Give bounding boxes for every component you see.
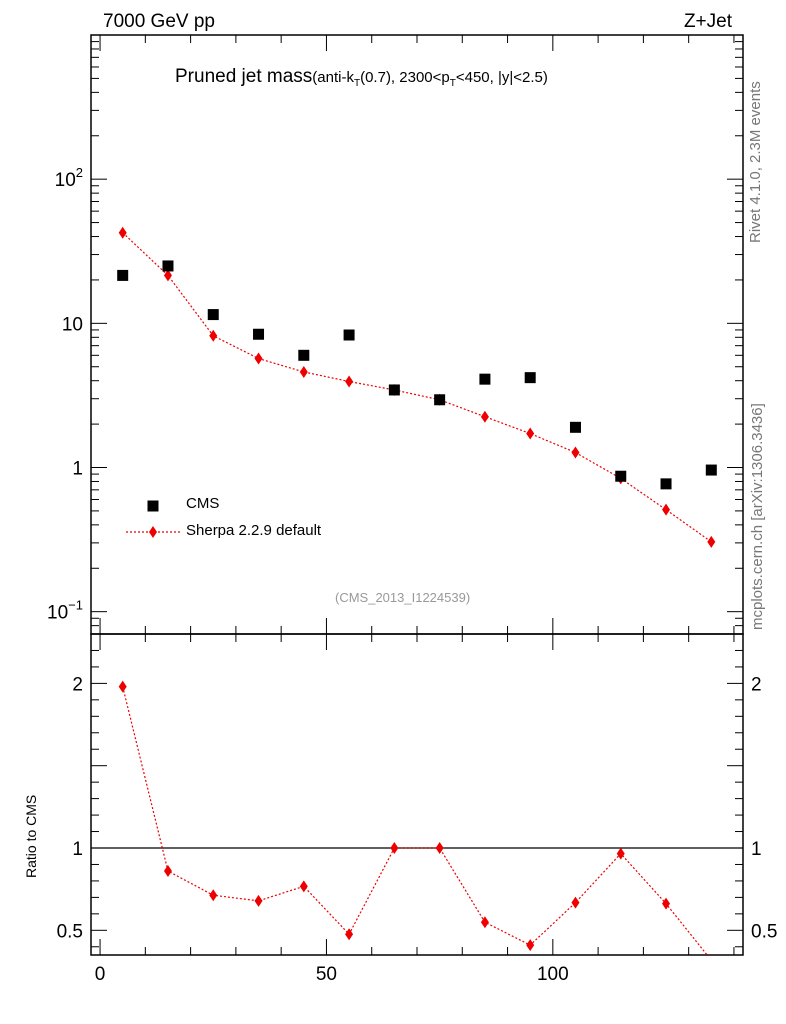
ratio-sherpa-point [163, 865, 172, 878]
legend-marks [126, 500, 180, 538]
main-ytick-label: 10 [62, 314, 83, 335]
legend-label-sherpa: Sherpa 2.2.9 default [186, 522, 322, 539]
main-sherpa-point [345, 375, 354, 388]
ratio-series-group [118, 680, 708, 955]
main-cms-point [660, 478, 672, 490]
main-sherpa-point [209, 329, 218, 342]
chart-title: Pruned jet mass(anti-kT(0.7), 2300<pT<45… [175, 66, 548, 89]
main-sherpa-point [571, 446, 580, 459]
ratio-sherpa-point [345, 928, 354, 941]
chart-title-suffix: (anti-kT(0.7), 2300<pT<450, |y|<2.5) [312, 69, 548, 89]
main-cms-point [615, 470, 627, 482]
main-sherpa-point [299, 365, 308, 378]
main-sherpa-point [118, 226, 127, 239]
ratio-sherpa-point [616, 847, 625, 860]
ratio-sherpa-point [662, 897, 671, 910]
main-sherpa-point [526, 427, 535, 440]
main-ytick-label: 1 [72, 459, 83, 480]
main-sherpa-point [707, 535, 716, 548]
main-cms-point [434, 394, 446, 406]
ratio-sherpa-point [118, 680, 127, 693]
rivet-label: Rivet 4.1.0, 2.3M events [747, 81, 764, 243]
tick-exponent: 2 [76, 165, 83, 180]
ratio-sherpa-point [390, 842, 399, 854]
legend-sherpa-marker [149, 526, 157, 538]
tick-exponent: −1 [68, 598, 83, 613]
legend-label-cms: CMS [186, 495, 220, 512]
main-cms-point [298, 349, 310, 361]
ratio-xtick-label: 0 [95, 964, 106, 985]
ratio-ytick-label-left: 0.5 [57, 921, 83, 942]
main-ytick-label: 10−1 [47, 598, 83, 624]
main-cms-point [524, 372, 536, 384]
tick-base: 10 [47, 603, 68, 624]
main-cms-point [479, 373, 491, 385]
main-panel-frame [90, 34, 744, 635]
main-sherpa-point [662, 503, 671, 516]
ratio-ytick-label-right: 1 [751, 839, 762, 860]
chart-title-main: Pruned jet mass [175, 66, 313, 87]
header-left: 7000 GeV pp [103, 11, 215, 32]
main-sherpa-point [163, 269, 172, 282]
ratio-ylabel: Ratio to CMS [23, 794, 39, 878]
main-cms-point [253, 328, 265, 340]
ratio-sherpa-point [571, 896, 580, 909]
ratio-ytick-label-left: 2 [72, 674, 83, 695]
ratio-sherpa-point [254, 894, 263, 907]
main-cms-point [705, 464, 717, 476]
ratio-ytick-label-right: 0.5 [751, 921, 777, 942]
main-ytick-label: 102 [55, 165, 83, 191]
main-cms-point [207, 309, 219, 321]
title-subscript: T [353, 78, 361, 89]
ratio-ytick-label-right: 2 [751, 674, 762, 695]
ratio-sherpa-point [299, 880, 308, 893]
chart-marks [117, 226, 717, 955]
ratio-xtick-label: 50 [316, 964, 337, 985]
main-cms-point [388, 384, 400, 396]
ratio-sherpa-line [122, 686, 708, 955]
ratio-sherpa-point [480, 916, 489, 929]
ratio-sherpa-point [526, 939, 535, 952]
main-cms-point [343, 329, 355, 341]
tick-base: 10 [55, 170, 76, 191]
ratio-xtick-label: 100 [537, 964, 569, 985]
ratio-sherpa-point [209, 889, 218, 902]
main-cms-point [117, 269, 129, 281]
main-cms-point [569, 421, 581, 433]
ratio-panel-frame [90, 633, 744, 956]
ratio-ytick-label-left: 1 [72, 839, 83, 860]
main-sherpa-point [480, 410, 489, 423]
title-subscript: T [449, 78, 456, 89]
mcplots-label: mcplots.cern.ch [arXiv:1306.3436] [749, 403, 766, 630]
main-cms-point [162, 260, 174, 272]
ratio-sherpa-point [435, 842, 444, 854]
main-sherpa-point [254, 352, 263, 365]
analysis-id: (CMS_2013_I1224539) [335, 590, 471, 605]
legend-cms-marker [147, 500, 159, 512]
header-right: Z+Jet [683, 11, 732, 32]
